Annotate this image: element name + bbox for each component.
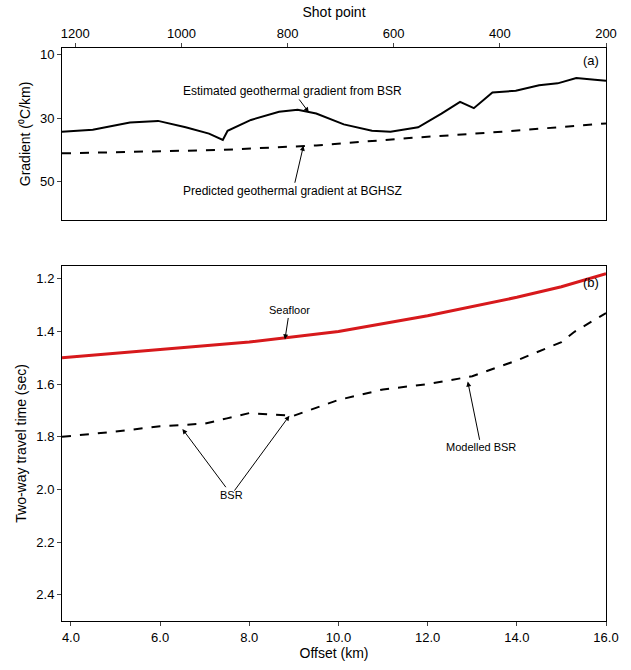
svg-text:(b): (b) <box>583 275 599 290</box>
svg-text:Gradient (⁰C/km): Gradient (⁰C/km) <box>17 82 33 187</box>
svg-text:30: 30 <box>40 111 54 126</box>
svg-text:400: 400 <box>489 26 511 41</box>
svg-text:10.0: 10.0 <box>326 630 351 645</box>
svg-text:600: 600 <box>383 26 405 41</box>
svg-text:1.4: 1.4 <box>36 324 54 339</box>
svg-text:1000: 1000 <box>167 26 196 41</box>
svg-text:16.0: 16.0 <box>593 630 618 645</box>
svg-text:800: 800 <box>277 26 299 41</box>
svg-text:2.2: 2.2 <box>36 535 54 550</box>
svg-text:6.0: 6.0 <box>151 630 169 645</box>
svg-text:Predicted geothermal gradient: Predicted geothermal gradient at BGHSZ <box>183 184 402 198</box>
svg-text:1.8: 1.8 <box>36 429 54 444</box>
svg-text:Modelled BSR: Modelled BSR <box>446 441 516 453</box>
svg-text:8.0: 8.0 <box>240 630 258 645</box>
svg-text:1.6: 1.6 <box>36 377 54 392</box>
svg-text:(a): (a) <box>583 53 599 68</box>
svg-text:Estimated geothermal gradient: Estimated geothermal gradient from BSR <box>183 84 402 98</box>
svg-text:10: 10 <box>40 47 54 62</box>
svg-text:2.0: 2.0 <box>36 482 54 497</box>
svg-text:1200: 1200 <box>61 26 90 41</box>
svg-text:1.2: 1.2 <box>36 271 54 286</box>
svg-text:Offset (km): Offset (km) <box>300 645 369 661</box>
svg-text:14.0: 14.0 <box>504 630 529 645</box>
svg-text:50: 50 <box>40 174 54 189</box>
svg-text:Two-way travel time (sec): Two-way travel time (sec) <box>13 364 29 523</box>
svg-text:200: 200 <box>595 26 617 41</box>
svg-text:Seafloor: Seafloor <box>269 304 310 316</box>
svg-text:Shot point: Shot point <box>302 4 365 20</box>
svg-text:BSR: BSR <box>220 489 243 501</box>
svg-text:2.4: 2.4 <box>36 587 54 602</box>
svg-text:12.0: 12.0 <box>415 630 440 645</box>
svg-text:4.0: 4.0 <box>62 630 80 645</box>
